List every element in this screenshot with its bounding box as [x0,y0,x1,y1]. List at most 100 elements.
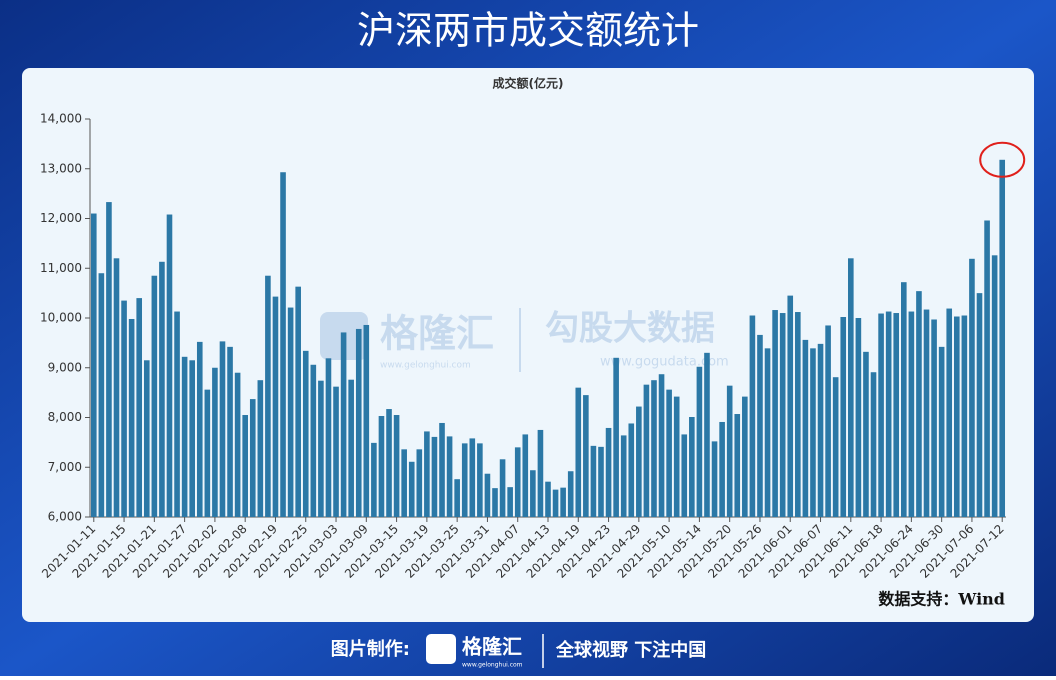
bar [742,396,748,517]
bar [234,372,241,517]
bar [764,348,771,517]
footer-made-by: 图片制作: [331,638,410,660]
y-tick-label: 8,000 [48,410,82,424]
bar [272,296,279,517]
bar [431,436,438,517]
bar [106,202,112,517]
bar [128,318,135,517]
bar [333,386,339,517]
bar [863,351,869,517]
bar [636,406,642,517]
bar [348,379,354,517]
bar [711,441,718,517]
bar [295,286,301,517]
bar [779,313,786,517]
bar [651,380,657,517]
bar [386,409,392,517]
bar [439,422,445,517]
y-tick-label: 14,000 [40,112,82,126]
bar [923,309,930,517]
bar [537,429,544,517]
bar [393,415,400,517]
y-tick-label: 13,000 [40,161,82,175]
bar [870,372,877,517]
highlight-circle [979,141,1026,178]
bar [598,446,604,517]
bar [976,293,983,517]
y-tick-label: 11,000 [40,261,82,275]
bar [893,313,900,517]
bar [817,343,824,517]
bar [552,489,559,517]
page-title: 沪深两市成交额统计 [357,9,699,53]
bar [810,348,816,517]
bar [212,367,218,517]
bar [378,416,385,517]
bar [159,261,165,517]
bar [802,339,809,517]
bar [560,487,566,517]
bar [726,385,733,517]
bar [772,310,778,517]
watermark-url: www.gelonghui.com [380,361,471,371]
bar [605,427,612,517]
bar [249,399,256,517]
y-tick-label: 10,000 [40,311,82,325]
bar [219,341,226,517]
bar [121,300,127,517]
bar [408,461,415,517]
bar [628,423,635,517]
bar [318,380,324,517]
bar [530,470,536,517]
bar [174,311,180,517]
bar [916,291,922,517]
bar [522,434,529,517]
bar [113,258,120,517]
bar [302,350,309,517]
bar [696,366,703,517]
bar [499,459,506,517]
chart-title: 成交额(亿元) [493,76,564,91]
bar [991,255,998,517]
bar [242,415,248,517]
bar [545,481,551,517]
bar [461,443,468,517]
bar [477,443,483,517]
bar [938,346,945,517]
bar [689,417,695,517]
footer-brand: 格隆汇 [462,635,522,659]
bar [832,377,839,517]
bar [469,438,476,517]
bar [514,447,521,517]
bar [151,275,158,517]
bar [908,311,915,517]
bar [507,487,513,517]
bar [901,282,907,517]
bar [946,308,953,517]
source-note: 数据支持：Wind [878,590,1005,609]
bar [590,445,597,517]
bar [98,273,105,517]
bar [227,346,233,517]
footer-url: www.gelonghui.com [462,662,523,669]
bar [90,213,97,517]
bar [734,414,741,517]
bar [136,298,143,517]
bar [287,307,294,517]
bar [961,315,968,517]
bar [643,384,650,517]
watermark-partner: 勾股大数据 [545,309,715,349]
bar [825,325,831,517]
watermark-partner-url: www.gogudata.com [600,355,729,370]
bar [787,295,794,517]
bar [355,328,362,517]
bar [189,360,195,517]
bar [749,315,756,517]
footer-slogan: 全球视野 下注中国 [555,639,706,661]
bar [999,159,1006,518]
bar [181,356,188,517]
bar [704,352,710,517]
bar [719,421,725,517]
bar [567,471,574,517]
